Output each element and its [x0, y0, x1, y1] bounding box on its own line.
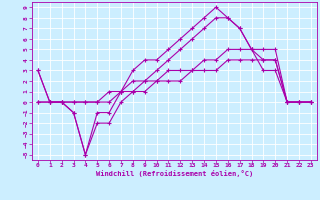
X-axis label: Windchill (Refroidissement éolien,°C): Windchill (Refroidissement éolien,°C) — [96, 170, 253, 177]
